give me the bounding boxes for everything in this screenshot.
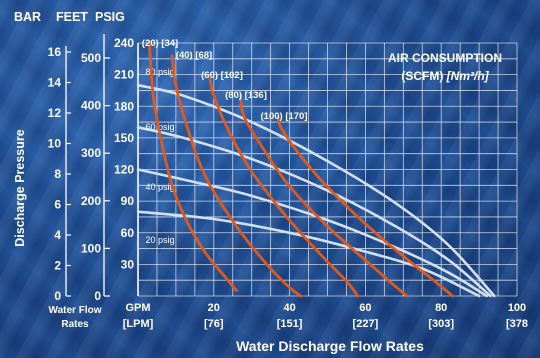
psig-tick-label: 90 — [121, 194, 135, 208]
water-flow-rates-label-1: Water Flow — [49, 305, 102, 316]
y-axis-title: Discharge Pressure — [13, 129, 27, 246]
air-curve-label: (100) [170] — [261, 111, 308, 122]
feet-tick-label: 500 — [81, 51, 101, 65]
pressure-curve — [136, 83, 496, 298]
air-curve-label: (80) [136] — [225, 90, 267, 101]
feet-tick-label: 300 — [81, 146, 101, 160]
psig-tick-label: 120 — [114, 163, 134, 177]
air-consumption-curve — [276, 115, 454, 298]
x-tick-label-metric: [303] — [428, 318, 454, 330]
bar-axis-header: BAR — [14, 10, 41, 24]
air-consumption-curve — [208, 77, 360, 298]
feet-tick-label: 100 — [81, 241, 101, 255]
pressure-curve-label: 80 psig — [145, 67, 174, 77]
chart-labels: 2402101801501209060305004003002001000161… — [48, 34, 528, 330]
x-tick-label-metric: [151] — [277, 318, 303, 330]
psig-tick-label: 210 — [114, 68, 134, 82]
feet-tick-label: 400 — [81, 99, 101, 113]
feet-axis-header: FEET — [56, 10, 88, 24]
pressure-curve — [136, 210, 481, 298]
pressure-curve-label: 40 psig — [145, 182, 174, 192]
psig-tick-label: 150 — [114, 131, 134, 145]
psig-axis-header: PSIG — [95, 10, 125, 24]
x-tick-label: 100 — [508, 302, 526, 314]
air-curve-label: (60) [102] — [201, 70, 243, 81]
x-unit-lpm: [LPM] — [123, 318, 154, 330]
air-consumption-curve — [148, 41, 238, 293]
bar-tick-label: 10 — [48, 137, 62, 151]
air-curve-label: (20) [34] — [142, 38, 178, 49]
x-tick-label-metric: [378 — [506, 318, 528, 330]
psig-tick-label: 30 — [121, 257, 135, 271]
bar-tick-label: 8 — [54, 167, 61, 181]
bar-tick-label: 0 — [54, 289, 61, 303]
pressure-curve — [136, 168, 488, 298]
bar-tick-label: 14 — [48, 76, 62, 90]
x-tick-label: 80 — [435, 302, 447, 314]
air-consumption-curves: (20) [34](40) [68] (60) [102] (80) [136] (1… — [142, 38, 454, 298]
air-consumption-curve — [238, 94, 409, 298]
bar-tick-label: 4 — [54, 228, 61, 242]
x-unit-gpm: GPM — [125, 302, 150, 314]
x-tick-label: 20 — [208, 302, 220, 314]
x-axis-title: Water Discharge Flow Rates — [236, 338, 424, 354]
air-curve-label: (40) [68] — [176, 50, 212, 61]
pressure-curves: 80 psig 60 psig 40 psig 20 psig — [136, 67, 496, 298]
pressure-curve-label: 60 psig — [145, 122, 174, 132]
water-flow-rates-label-2: Rates — [61, 319, 89, 330]
psig-tick-label: 240 — [114, 36, 134, 50]
bar-tick-label: 6 — [54, 198, 61, 212]
psig-tick-label: 60 — [121, 226, 135, 240]
feet-tick-label: 0 — [94, 289, 101, 303]
air-consumption-title: AIR CONSUMPTION — [388, 51, 502, 65]
x-tick-label: 40 — [283, 302, 295, 314]
bar-tick-label: 16 — [48, 45, 62, 59]
air-consumption-curve — [170, 54, 303, 298]
x-tick-label: 60 — [359, 302, 371, 314]
psig-tick-label: 180 — [114, 99, 134, 113]
pressure-curve — [136, 126, 492, 298]
x-tick-label-metric: [76] — [204, 318, 224, 330]
x-tick-label-metric: [227] — [353, 318, 379, 330]
air-consumption-subtitle: (SCFM) [Nm³/h] — [401, 69, 489, 83]
pressure-curve-label: 20 psig — [145, 235, 174, 245]
feet-tick-label: 200 — [81, 194, 101, 208]
bar-tick-label: 12 — [48, 106, 62, 120]
bar-tick-label: 2 — [54, 259, 61, 273]
